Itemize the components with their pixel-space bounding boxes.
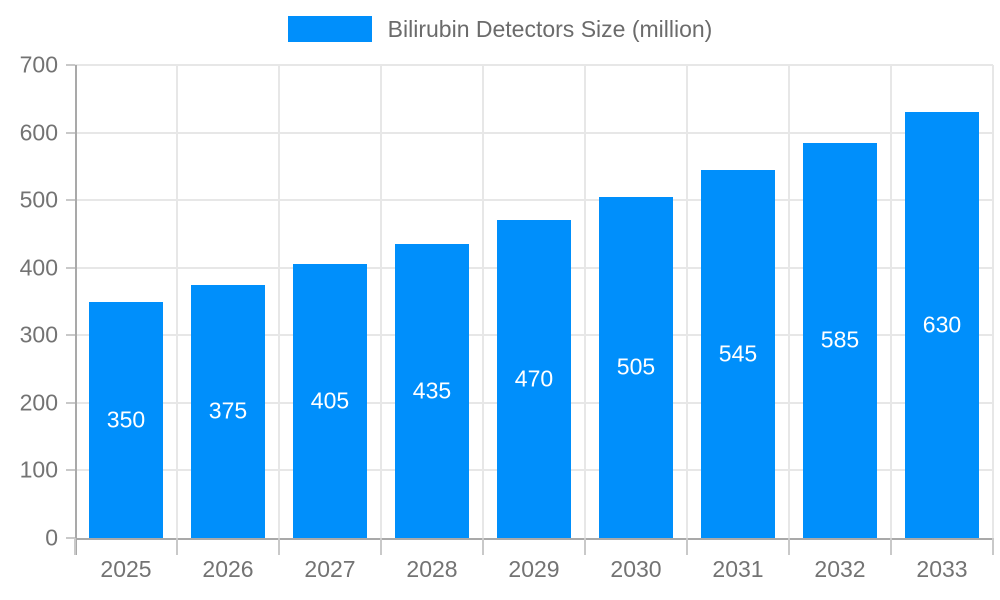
x-axis-tick — [788, 538, 790, 555]
y-axis-line — [75, 65, 77, 555]
x-axis-tick-label: 2027 — [304, 556, 356, 582]
bar-2025[interactable]: 350 — [89, 301, 163, 538]
gridline-vertical — [685, 65, 688, 538]
bar-value-label: 405 — [310, 387, 350, 414]
x-axis-tick — [175, 538, 178, 555]
x-axis-tick-label: 2028 — [406, 556, 458, 582]
x-axis-tick — [992, 538, 994, 555]
gridline-vertical — [889, 65, 892, 538]
x-axis-tick-label: 2031 — [712, 556, 764, 582]
gridline-vertical — [992, 65, 994, 538]
y-axis-tick — [66, 401, 75, 404]
y-axis-tick-label: 100 — [19, 456, 58, 483]
bar-value-label: 585 — [820, 326, 860, 353]
x-axis-tick-label: 2029 — [508, 556, 560, 582]
bar-2032[interactable]: 585 — [803, 142, 877, 538]
x-axis-tick-label: 2032 — [814, 556, 866, 582]
y-axis-tick-label: 500 — [19, 186, 58, 213]
bar-value-label: 630 — [922, 311, 962, 338]
y-axis-tick-label: 0 — [45, 524, 58, 551]
bar-value-label: 505 — [616, 353, 656, 380]
gridline-horizontal — [75, 199, 993, 202]
y-axis-labels: 0 100 200 300 400 500 600 700 — [0, 52, 58, 551]
y-axis-tick — [66, 199, 75, 202]
bar-2028[interactable]: 435 — [395, 244, 469, 538]
plot-area: 350 375 405 435 470 505 545 585 630 — [66, 64, 994, 555]
y-axis-tick — [66, 469, 75, 472]
bar-value-label: 545 — [718, 340, 758, 367]
x-axis-tick — [889, 538, 892, 555]
bar-2026[interactable]: 375 — [191, 284, 265, 538]
y-axis-tick-label: 400 — [19, 254, 58, 281]
x-axis-labels: 2025 2026 2027 2028 2029 2030 2031 2032 2033 — [75, 556, 993, 586]
x-axis-tick-label: 2025 — [100, 556, 152, 582]
gridline-vertical — [175, 65, 178, 538]
y-axis-tick — [66, 266, 75, 269]
x-axis-tick — [481, 538, 484, 555]
gridline-vertical — [379, 65, 382, 538]
gridline-vertical — [584, 65, 586, 538]
x-axis-tick — [74, 538, 76, 555]
bar-2030[interactable]: 505 — [599, 196, 673, 538]
gridline-horizontal — [75, 131, 993, 134]
legend-label: Bilirubin Detectors Size (million) — [387, 15, 713, 42]
y-axis-tick — [66, 537, 75, 539]
y-axis-tick-label: 700 — [19, 51, 58, 78]
bar-value-label: 350 — [106, 406, 146, 433]
bar-value-label: 435 — [412, 377, 452, 404]
bars: 350 375 405 435 470 505 545 585 630 — [75, 65, 993, 538]
x-axis-tick-label: 2026 — [202, 556, 254, 582]
y-axis-tick-label: 300 — [19, 321, 58, 348]
y-axis-tick — [66, 64, 75, 66]
gridline-vertical — [481, 65, 484, 538]
legend-swatch — [287, 16, 372, 42]
y-axis-tick-label: 600 — [19, 119, 58, 146]
x-axis-tick — [584, 538, 586, 555]
bar-2031[interactable]: 545 — [701, 169, 775, 538]
x-axis-tick-label: 2030 — [610, 556, 662, 582]
x-axis-line — [75, 538, 993, 540]
y-axis-tick — [66, 131, 75, 134]
gridline-horizontal — [75, 64, 993, 66]
bar-2033[interactable]: 630 — [905, 112, 979, 538]
bar-value-label: 470 — [514, 365, 554, 392]
x-axis-tick — [277, 538, 280, 555]
x-axis-tick — [379, 538, 382, 555]
gridline-vertical — [277, 65, 280, 538]
bar-2027[interactable]: 405 — [293, 264, 367, 538]
legend[interactable]: Bilirubin Detectors Size (million) — [0, 13, 1000, 45]
bar-value-label: 375 — [208, 397, 248, 424]
y-axis-tick — [66, 334, 75, 337]
bar-2029[interactable]: 470 — [497, 220, 571, 538]
x-axis-tick-label: 2033 — [916, 556, 968, 582]
y-axis-tick-label: 200 — [19, 389, 58, 416]
gridline-vertical — [788, 65, 790, 538]
x-axis-tick — [685, 538, 688, 555]
